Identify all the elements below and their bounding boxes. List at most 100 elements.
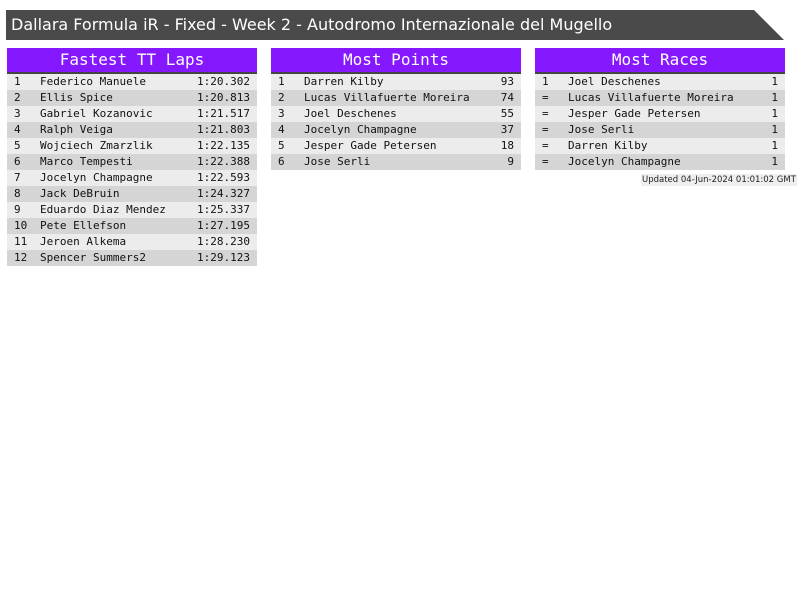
position: 3	[14, 107, 21, 120]
table-row: 12 Spencer Summers2 1:29.123	[7, 250, 257, 266]
driver-name: Lucas Villafuerte Moreira	[568, 91, 734, 104]
driver-name: Pete Ellefson	[40, 219, 127, 232]
value: 1:28.230	[197, 235, 250, 248]
value: 1:29.123	[197, 251, 250, 264]
driver-name: Wojciech Zmarzlik	[40, 139, 153, 152]
table-row: 5 Jesper Gade Petersen 18	[271, 138, 521, 154]
driver-name: Jocelyn Champagne	[568, 155, 681, 168]
position: =	[542, 139, 549, 152]
table-row: 9 Eduardo Diaz Mendez 1:25.337	[7, 202, 257, 218]
position: 11	[14, 235, 28, 248]
value: 1	[771, 91, 778, 104]
position: 2	[278, 91, 285, 104]
driver-name: Ralph Veiga	[40, 123, 113, 136]
position: 1	[14, 75, 21, 88]
table-row: 4 Jocelyn Champagne 37	[271, 122, 521, 138]
driver-name: Jocelyn Champagne	[304, 123, 417, 136]
position: 5	[14, 139, 21, 152]
value: 9	[507, 155, 514, 168]
position: 3	[278, 107, 285, 120]
value: 74	[500, 91, 514, 104]
driver-name: Eduardo Diaz Mendez	[40, 203, 166, 216]
value: 1:21.803	[197, 123, 250, 136]
position: 10	[14, 219, 28, 232]
driver-name: Jeroen Alkema	[40, 235, 127, 248]
value: 1	[771, 107, 778, 120]
position: 2	[14, 91, 21, 104]
table-row: 5 Wojciech Zmarzlik 1:22.135	[7, 138, 257, 154]
value: 18	[500, 139, 514, 152]
table-row: 2 Ellis Spice 1:20.813	[7, 90, 257, 106]
position: =	[542, 91, 549, 104]
driver-name: Spencer Summers2	[40, 251, 146, 264]
table-row: = Darren Kilby 1	[535, 138, 785, 154]
table-row: 8 Jack DeBruin 1:24.327	[7, 186, 257, 202]
position: =	[542, 107, 549, 120]
table-header: Most Races	[535, 48, 785, 74]
table-row: = Lucas Villafuerte Moreira 1	[535, 90, 785, 106]
value: 55	[500, 107, 514, 120]
position: 4	[278, 123, 285, 136]
value: 1	[771, 75, 778, 88]
table-row: 3 Gabriel Kozanovic 1:21.517	[7, 106, 257, 122]
table-header: Fastest TT Laps	[7, 48, 257, 74]
position: 12	[14, 251, 28, 264]
value: 1	[771, 155, 778, 168]
table-row: 4 Ralph Veiga 1:21.803	[7, 122, 257, 138]
driver-name: Jose Serli	[568, 123, 635, 136]
value: 1:22.135	[197, 139, 250, 152]
fastest-tt-laps-table: Fastest TT Laps 1 Federico Manuele 1:20.…	[7, 48, 257, 266]
position: 6	[278, 155, 285, 168]
value: 1	[771, 123, 778, 136]
page-title: Dallara Formula iR - Fixed - Week 2 - Au…	[6, 10, 784, 40]
value: 1:27.195	[197, 219, 250, 232]
updated-timestamp: Updated 04-Jun-2024 01:01:02 GMT	[641, 174, 797, 186]
position: 8	[14, 187, 21, 200]
most-races-table: Most Races 1 Joel Deschenes 1 = Lucas Vi…	[535, 48, 785, 170]
driver-name: Joel Deschenes	[304, 107, 397, 120]
table-row: 1 Federico Manuele 1:20.302	[7, 74, 257, 90]
value: 1:20.813	[197, 91, 250, 104]
table-row: = Jocelyn Champagne 1	[535, 154, 785, 170]
position: 4	[14, 123, 21, 136]
table-row: 3 Joel Deschenes 55	[271, 106, 521, 122]
table-row: 2 Lucas Villafuerte Moreira 74	[271, 90, 521, 106]
value: 1:20.302	[197, 75, 250, 88]
position: 1	[278, 75, 285, 88]
driver-name: Jack DeBruin	[40, 187, 120, 200]
driver-name: Jose Serli	[304, 155, 371, 168]
driver-name: Jesper Gade Petersen	[304, 139, 437, 152]
driver-name: Ellis Spice	[40, 91, 113, 104]
position: 9	[14, 203, 21, 216]
value: 1:21.517	[197, 107, 250, 120]
position: 6	[14, 155, 21, 168]
table-row: = Jesper Gade Petersen 1	[535, 106, 785, 122]
value: 1:24.327	[197, 187, 250, 200]
position: 7	[14, 171, 21, 184]
table-row: 7 Jocelyn Champagne 1:22.593	[7, 170, 257, 186]
driver-name: Gabriel Kozanovic	[40, 107, 153, 120]
driver-name: Jesper Gade Petersen	[568, 107, 701, 120]
position: =	[542, 155, 549, 168]
position: 1	[542, 75, 549, 88]
table-row: 1 Joel Deschenes 1	[535, 74, 785, 90]
most-points-table: Most Points 1 Darren Kilby 93 2 Lucas Vi…	[271, 48, 521, 170]
position: =	[542, 123, 549, 136]
value: 1	[771, 139, 778, 152]
value: 1:25.337	[197, 203, 250, 216]
value: 1:22.388	[197, 155, 250, 168]
table-row: 10 Pete Ellefson 1:27.195	[7, 218, 257, 234]
table-row: 6 Marco Tempesti 1:22.388	[7, 154, 257, 170]
driver-name: Joel Deschenes	[568, 75, 661, 88]
driver-name: Marco Tempesti	[40, 155, 133, 168]
driver-name: Federico Manuele	[40, 75, 146, 88]
table-header: Most Points	[271, 48, 521, 74]
value: 93	[500, 75, 514, 88]
table-row: 11 Jeroen Alkema 1:28.230	[7, 234, 257, 250]
position: 5	[278, 139, 285, 152]
table-row: 1 Darren Kilby 93	[271, 74, 521, 90]
driver-name: Jocelyn Champagne	[40, 171, 153, 184]
value: 1:22.593	[197, 171, 250, 184]
table-row: = Jose Serli 1	[535, 122, 785, 138]
driver-name: Lucas Villafuerte Moreira	[304, 91, 470, 104]
